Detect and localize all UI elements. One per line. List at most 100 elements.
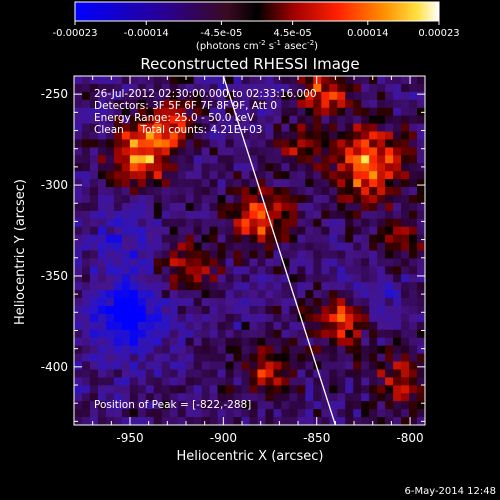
heatmap-cell (97, 107, 107, 117)
heatmap-cell (273, 202, 283, 212)
heatmap-cell (321, 417, 330, 425)
heatmap-cell (401, 99, 410, 109)
heatmap-cell (409, 202, 418, 212)
heatmap-cell (81, 179, 91, 188)
heatmap-cell (337, 274, 346, 283)
heatmap-cell (217, 99, 227, 109)
heatmap-cell (281, 76, 290, 85)
heatmap-cell (153, 321, 163, 331)
heatmap-cell (217, 123, 227, 133)
heatmap-cell (113, 313, 123, 323)
heatmap-cell (97, 202, 107, 212)
info-clean-counts: Clean Total counts: 4.21E+03 (94, 124, 263, 136)
heatmap-cell (289, 385, 298, 394)
heatmap-cell (161, 258, 171, 267)
heatmap-cell (161, 290, 171, 299)
heatmap-cell (321, 353, 330, 363)
heatmap-cell (361, 131, 370, 141)
heatmap-cell (417, 274, 425, 283)
heatmap-cell (401, 409, 410, 418)
heatmap-cell (169, 226, 179, 236)
heatmap-cell (193, 258, 203, 267)
heatmap-cell (137, 187, 147, 196)
heatmap-cell (393, 139, 402, 148)
heatmap-cell (265, 369, 275, 379)
heatmap-cell (361, 163, 370, 172)
heatmap-cell (377, 321, 386, 331)
heatmap-cell (137, 242, 147, 252)
heatmap-cell (145, 250, 155, 260)
heatmap-cell (329, 187, 338, 196)
heatmap-cell (273, 210, 283, 220)
heatmap-cell (313, 329, 322, 339)
heatmap-cell (297, 91, 306, 101)
heatmap-cell (305, 274, 314, 283)
heatmap-cell (417, 76, 425, 85)
heatmap-cell (257, 369, 267, 379)
heatmap-cell (281, 313, 290, 323)
heatmap-cell (81, 345, 91, 355)
heatmap-cell (265, 385, 275, 394)
heatmap-cell (153, 107, 163, 117)
heatmap-cell (321, 155, 330, 164)
heatmap-cell (305, 76, 314, 85)
heatmap-cell (185, 369, 195, 379)
heatmap-cell (145, 242, 155, 252)
heatmap-cell (313, 274, 322, 283)
heatmap-cell (177, 194, 187, 204)
heatmap-cell (353, 337, 362, 347)
heatmap-cell (161, 337, 171, 347)
heatmap-cell (89, 187, 99, 196)
heatmap-cell (273, 258, 283, 267)
heatmap-cell (153, 401, 163, 410)
heatmap-cell (97, 91, 107, 101)
heatmap-cell (185, 194, 195, 204)
heatmap-cell (385, 155, 394, 164)
colorbar-frame (74, 1, 440, 22)
heatmap-cell (201, 107, 211, 117)
heatmap-cell (201, 321, 211, 331)
heatmap-cell (401, 115, 410, 125)
heatmap-cell (281, 83, 290, 93)
heatmap-cell (241, 298, 251, 307)
heatmap-cell (225, 353, 235, 363)
heatmap-cell (81, 115, 91, 125)
heatmap-cell (249, 282, 259, 291)
heatmap-cell (329, 258, 338, 267)
heatmap-cell (193, 242, 203, 252)
heatmap-cell (105, 353, 115, 363)
heatmap-cell (329, 393, 338, 402)
heatmap-cell (121, 353, 131, 363)
heatmap-cell (273, 123, 283, 133)
heatmap-cell (377, 337, 386, 347)
heatmap-cell (97, 171, 107, 180)
heatmap-cell (209, 361, 219, 371)
heatmap-cell (297, 163, 306, 172)
heatmap-cell (329, 274, 338, 283)
y-axis-ticks (74, 75, 425, 422)
heatmap-cell (305, 115, 314, 125)
heatmap-cell (81, 234, 91, 244)
heatmap-cell (377, 282, 386, 291)
heatmap-cell (81, 76, 91, 85)
heatmap-cell (249, 131, 259, 141)
heatmap-cell (74, 409, 83, 418)
heatmap-cell (289, 179, 298, 188)
x-axis-title: Heliocentric X (arcsec) (177, 449, 324, 464)
heatmap-cell (385, 298, 394, 307)
heatmap-cell (233, 131, 243, 141)
heatmap-cell (153, 337, 163, 347)
heatmap-cell (105, 377, 115, 386)
heatmap-cell (233, 83, 243, 93)
heatmap-cell (361, 385, 370, 394)
heatmap-cell (377, 353, 386, 363)
heatmap-cell (393, 218, 402, 228)
heatmap-cell (369, 306, 378, 315)
heatmap-cell (249, 218, 259, 228)
heatmap-cell (337, 99, 346, 109)
heatmap-cell (409, 234, 418, 244)
heatmap-cell (89, 202, 99, 212)
heatmap-cell (329, 147, 338, 156)
heatmap-cell (281, 139, 290, 148)
heatmap-cell (233, 409, 243, 418)
